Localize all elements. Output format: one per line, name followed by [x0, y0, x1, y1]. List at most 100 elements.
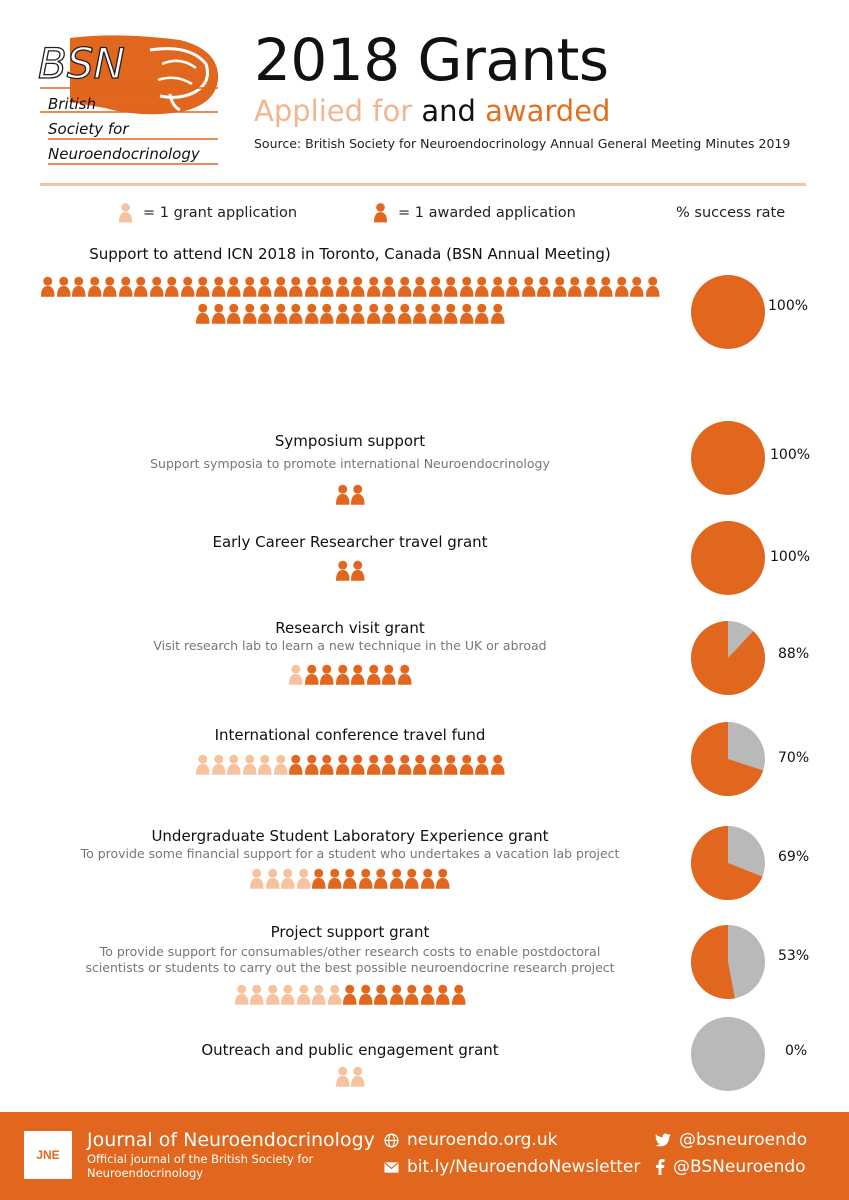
twitter-text: @bsneuroendo — [679, 1130, 808, 1150]
grant-title: Outreach and public engagement grant — [201, 1041, 499, 1059]
awardee-icon — [373, 203, 388, 223]
subtitle-and: and — [421, 94, 476, 128]
applicant-icon — [118, 203, 133, 223]
awardee-icon — [304, 754, 319, 775]
awardee-icon — [474, 276, 489, 297]
awardee-icon — [335, 303, 350, 324]
grant-icons — [40, 276, 660, 325]
awardee-icon — [536, 276, 551, 297]
applicant-icon — [265, 868, 280, 889]
grant-title: Support to attend ICN 2018 in Toronto, C… — [89, 245, 611, 263]
awardee-icon — [436, 868, 450, 889]
awardee-icon — [319, 664, 334, 685]
awardee-icon — [350, 303, 365, 324]
awardee-icon — [397, 664, 412, 685]
awardee-icon — [358, 868, 373, 889]
awardee-icon — [459, 276, 474, 297]
twitter-link[interactable]: @bsneuroendo — [655, 1130, 807, 1150]
awardee-icon — [195, 303, 210, 324]
grant-icons — [40, 1066, 660, 1088]
awardee-icon — [474, 754, 489, 775]
pie-unsuccessful-slice — [691, 275, 765, 349]
awardee-icon — [389, 984, 404, 1005]
awardee-icon — [428, 303, 443, 324]
pie-unsuccessful-slice — [691, 521, 765, 595]
awardee-icon — [366, 664, 381, 685]
awardee-icon — [358, 984, 373, 1005]
pie-awarded-slice — [691, 826, 763, 900]
applicant-icon — [250, 868, 264, 889]
awardee-icon — [443, 303, 458, 324]
facebook-link[interactable]: @BSNeuroendo — [655, 1157, 806, 1177]
awardee-icon — [443, 276, 458, 297]
awardee-icon — [405, 868, 419, 889]
success-pie — [691, 826, 765, 900]
awardee-icon — [381, 303, 396, 324]
awardee-icon — [40, 276, 55, 297]
applicant-icon — [234, 984, 249, 1005]
facebook-text: @BSNeuroendo — [673, 1157, 806, 1177]
grant-title: Research visit grant — [275, 619, 425, 637]
awardee-icon — [567, 276, 582, 297]
divider — [40, 183, 806, 186]
awardee-icon — [350, 754, 365, 775]
newsletter-link[interactable]: bit.ly/NeuroendoNewsletter — [384, 1157, 640, 1177]
subtitle-applied: Applied for — [254, 94, 413, 128]
page-subtitle: Applied for and awarded — [254, 94, 610, 128]
awardee-icon — [474, 303, 489, 324]
awardee-icon — [350, 664, 365, 685]
grant-description: Visit research lab to learn a new techni… — [153, 638, 547, 653]
awardee-icon — [319, 303, 334, 324]
applicant-icon — [257, 754, 272, 775]
grant-description: To provide some financial support for a … — [80, 846, 620, 861]
grant-icons — [40, 484, 660, 506]
grant-icons — [40, 560, 660, 582]
logo-org-line3: Neuroendocrinology — [48, 145, 201, 163]
awardee-icon — [443, 754, 458, 775]
journal-title: Journal of Neuroendocrinology — [87, 1129, 375, 1151]
awardee-icon — [374, 984, 388, 1005]
grant-description: Support symposia to promote internationa… — [150, 456, 550, 471]
pie-awarded-slice — [691, 621, 765, 695]
applicant-icon — [327, 984, 342, 1005]
awardee-icon — [490, 303, 505, 324]
awardee-icon — [149, 276, 164, 297]
awardee-icon — [335, 484, 350, 505]
awardee-icon — [304, 303, 319, 324]
footer — [0, 1112, 849, 1200]
website-link[interactable]: neuroendo.org.uk — [384, 1130, 557, 1150]
grant-icons — [40, 984, 660, 1006]
pie-unsuccessful-slice — [691, 421, 765, 495]
awardee-icon — [327, 868, 342, 889]
success-rate-label: 70% — [778, 750, 810, 766]
applicant-icon — [250, 984, 264, 1005]
awardee-icon — [312, 868, 326, 889]
mail-icon — [384, 1161, 399, 1173]
success-pie — [691, 621, 765, 695]
grant-title: Symposium support — [274, 432, 426, 450]
grant-description: To provide support for consumables/other… — [99, 944, 601, 959]
applicant-icon — [335, 1066, 350, 1087]
success-pie — [691, 275, 765, 349]
journal-subtitle: Official journal of the British Society … — [87, 1152, 314, 1180]
pie-awarded-slice — [691, 722, 764, 796]
awardee-icon — [288, 276, 303, 297]
legend-awarded: = 1 awarded application — [373, 196, 576, 230]
awardee-icon — [381, 276, 396, 297]
awardee-icon — [645, 276, 660, 297]
awardee-icon — [195, 276, 210, 297]
success-rate-label: 88% — [778, 646, 810, 662]
awardee-icon — [335, 664, 350, 685]
awardee-icon — [366, 303, 381, 324]
applicant-icon — [211, 754, 226, 775]
legend-application: = 1 grant application — [118, 196, 297, 230]
awardee-icon — [242, 303, 257, 324]
awardee-icon — [335, 560, 350, 581]
success-pie — [691, 722, 765, 796]
applicant-icon — [312, 984, 326, 1005]
website-text: neuroendo.org.uk — [407, 1130, 558, 1150]
awardee-icon — [459, 303, 474, 324]
success-rate-label: 100% — [768, 298, 809, 314]
applicant-icon — [265, 984, 280, 1005]
applicant-icon — [195, 754, 210, 775]
